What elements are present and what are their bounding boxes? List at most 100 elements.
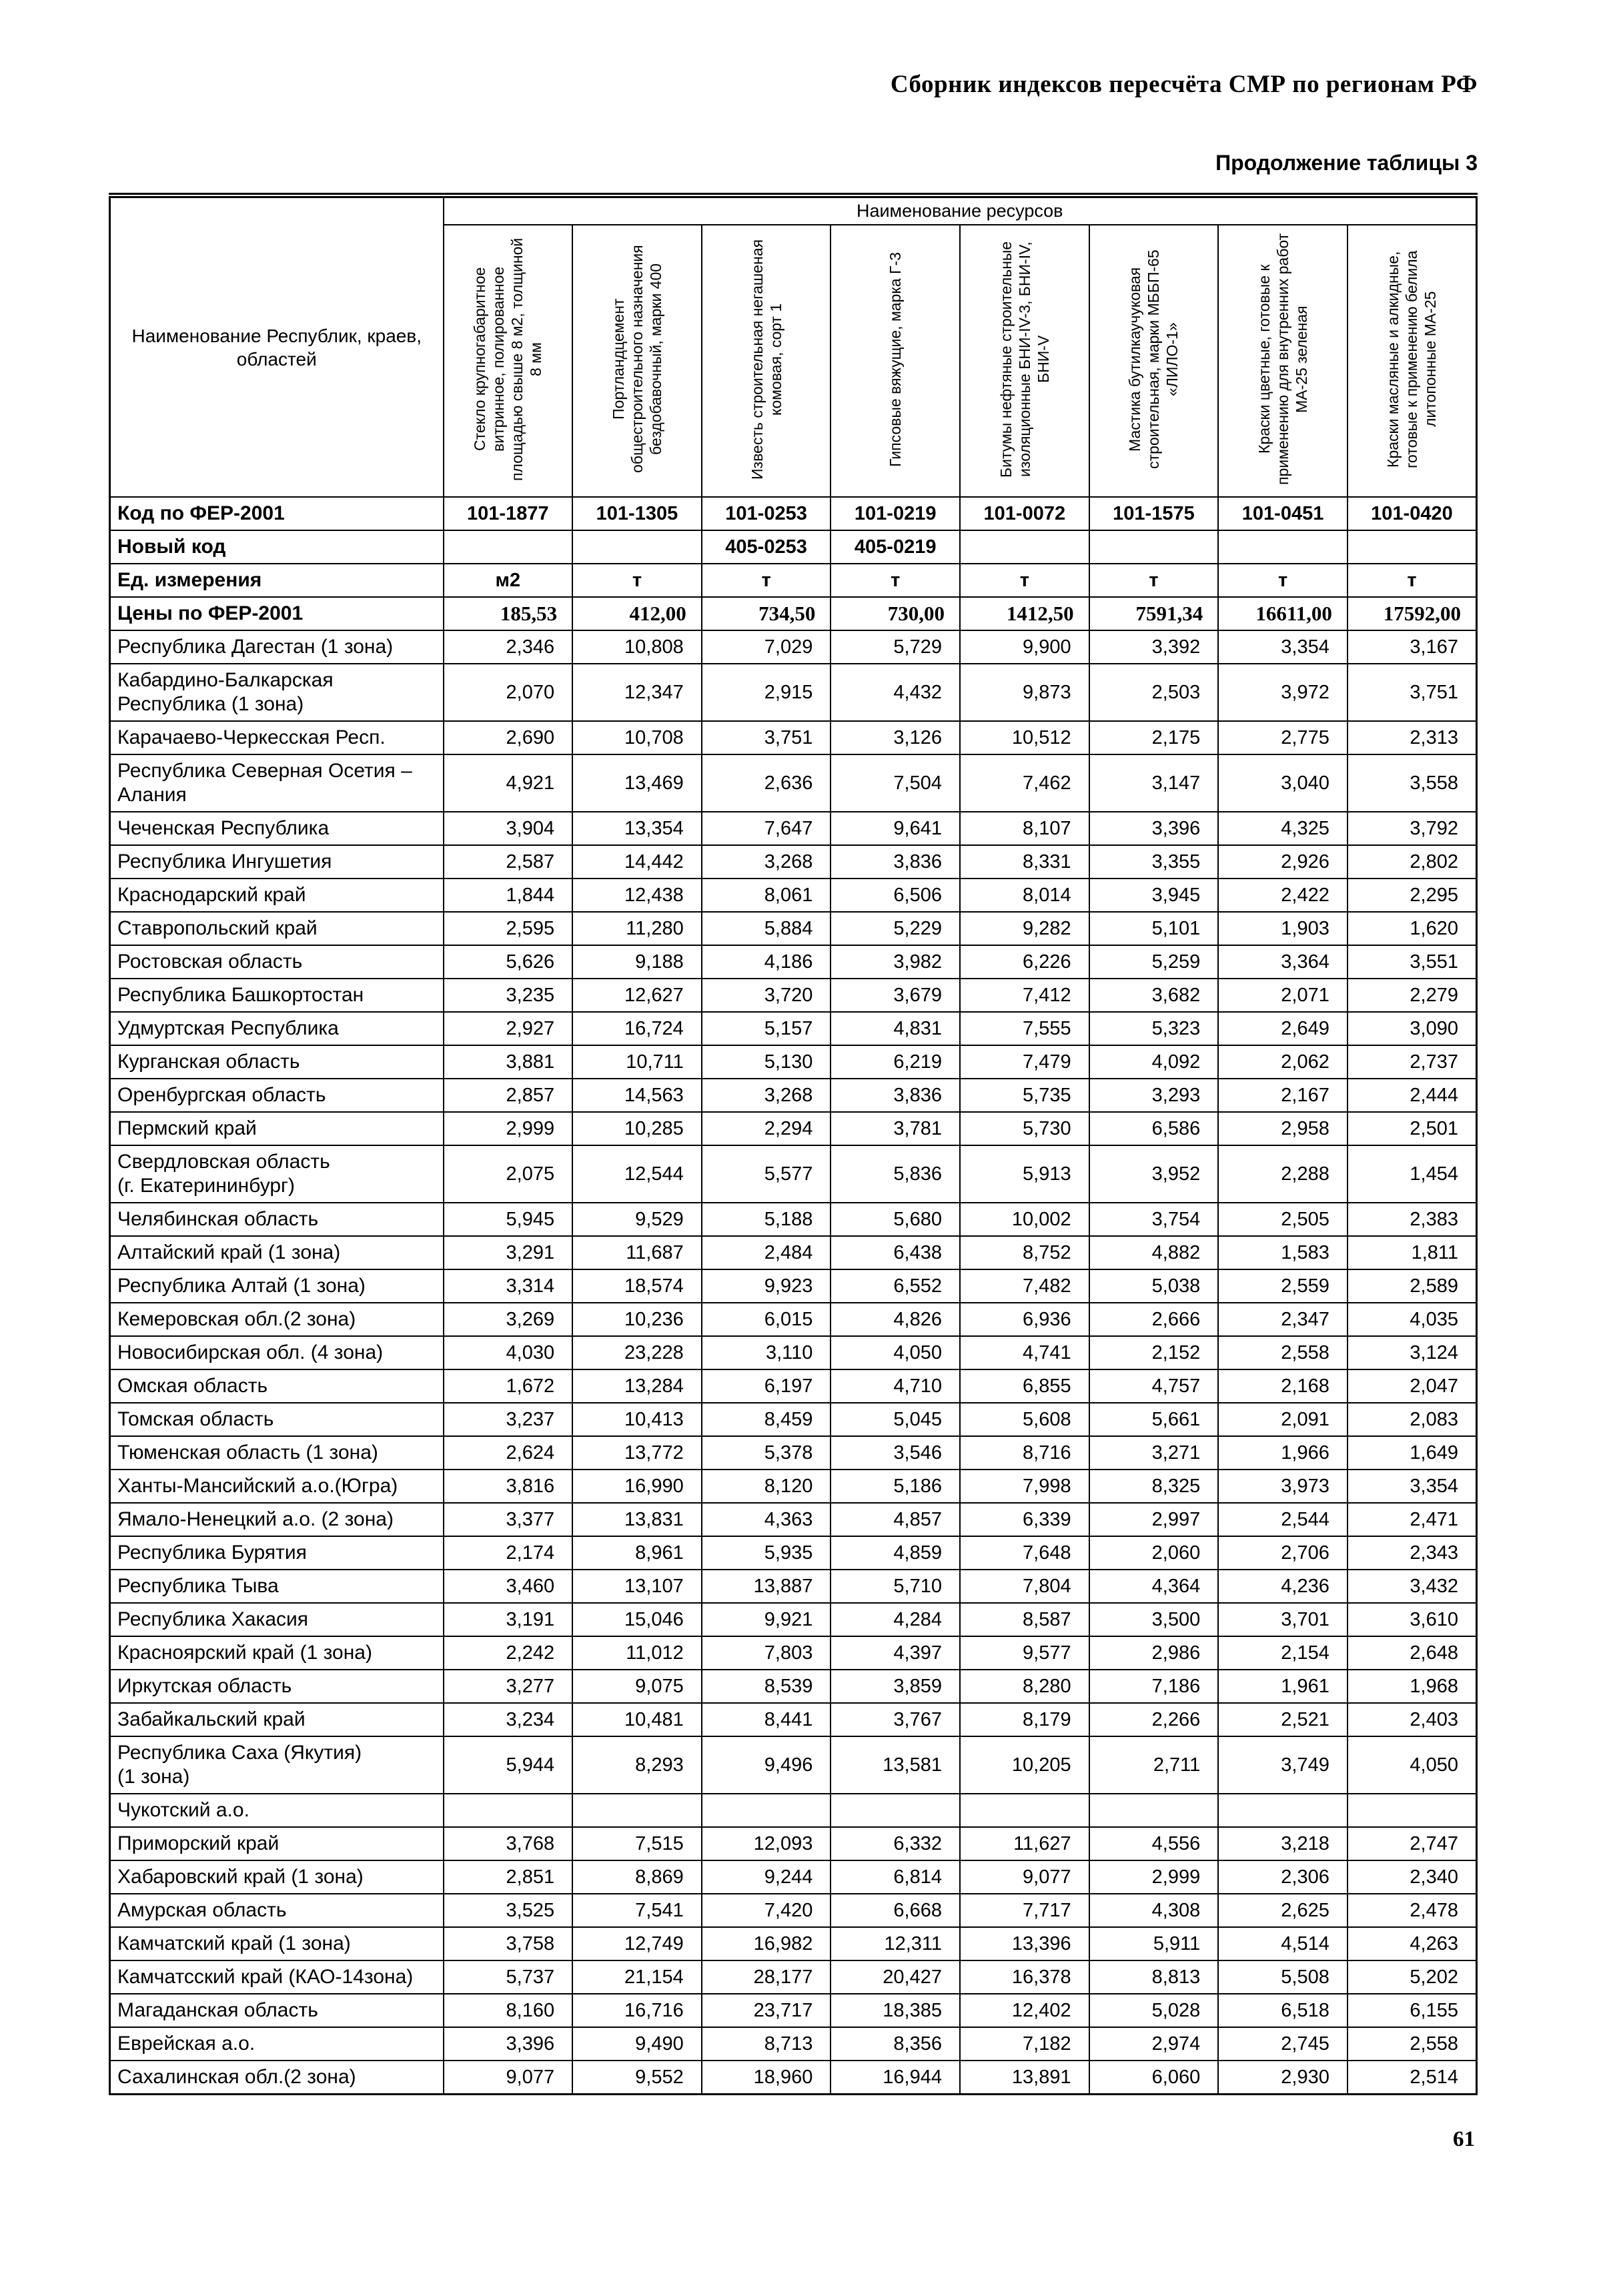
value-cell: 16,944 xyxy=(830,2060,961,2095)
value-cell: 2,062 xyxy=(1217,1045,1348,1079)
value-cell: 2,444 xyxy=(1346,1078,1478,1113)
value-cell: 2,167 xyxy=(1217,1078,1348,1113)
value-cell xyxy=(442,1793,574,1828)
value-cell: 1,966 xyxy=(1217,1436,1348,1470)
value-cell: 9,282 xyxy=(959,911,1090,946)
value-cell: 4,432 xyxy=(830,663,961,722)
value-cell: 2,484 xyxy=(700,1235,832,1270)
value-cell: 3,460 xyxy=(442,1569,574,1604)
value-cell: 412,00 xyxy=(572,596,702,631)
value-cell: 7,647 xyxy=(700,811,832,846)
value-cell: 2,501 xyxy=(1346,1111,1478,1146)
value-cell: 2,999 xyxy=(1088,1860,1219,1894)
resources-header: Наименование ресурсов xyxy=(442,195,1478,225)
value-cell: 5,188 xyxy=(700,1202,832,1237)
table-row-label: Карачаево-Черкесская Респ. xyxy=(109,720,444,755)
value-cell: 2,083 xyxy=(1346,1402,1478,1437)
value-cell xyxy=(1217,1793,1348,1828)
value-cell: 1412,50 xyxy=(959,596,1090,631)
value-cell: 7,717 xyxy=(959,1893,1090,1928)
value-cell: т xyxy=(1217,563,1348,598)
value-cell: т xyxy=(700,563,832,598)
value-cell: 2,294 xyxy=(700,1111,832,1146)
value-cell: 2,690 xyxy=(442,720,574,755)
value-cell: 2,060 xyxy=(1088,1536,1219,1570)
value-cell: м2 xyxy=(442,563,574,598)
column-header-text: Краски масляные и алкидные, готовые к пр… xyxy=(1384,250,1440,468)
column-header-3: Известь строительная негашеная комовая, … xyxy=(700,224,832,498)
table-row: Республика Ингушетия 2,587 14,442 3,268 3,83… xyxy=(109,844,1478,879)
value-cell: 3,972 xyxy=(1217,663,1348,722)
table-row: Кабардино-Балкарская Республика (1 зона)… xyxy=(109,663,1478,722)
table-row-label: Оренбургская область xyxy=(109,1078,444,1113)
value-cell: 12,749 xyxy=(572,1926,702,1961)
value-cell: 3,758 xyxy=(442,1926,574,1961)
value-cell: 23,717 xyxy=(700,1993,832,2028)
table-row-label: Республика Северная Осетия – Алания xyxy=(109,754,444,812)
value-cell: 3,167 xyxy=(1346,630,1478,664)
value-cell: 6,936 xyxy=(959,1302,1090,1337)
value-cell: 2,071 xyxy=(1217,978,1348,1013)
table-row-label: Республика Хакасия xyxy=(109,1602,444,1637)
value-cell: 5,229 xyxy=(830,911,961,946)
value-cell: 2,168 xyxy=(1217,1369,1348,1403)
value-cell: 4,882 xyxy=(1088,1235,1219,1270)
value-cell: 2,711 xyxy=(1088,1736,1219,1794)
value-cell: т xyxy=(1088,563,1219,598)
value-cell: 6,197 xyxy=(700,1369,832,1403)
value-cell: т xyxy=(959,563,1090,598)
table-row: Оренбургская область 2,857 14,563 3,268 3,83… xyxy=(109,1078,1478,1113)
table-row: Красноярский край (1 зона) 2,242 11,012 7,8… xyxy=(109,1636,1478,1670)
value-cell: 2,930 xyxy=(1217,2060,1348,2095)
value-cell: 1,454 xyxy=(1346,1145,1478,1203)
value-cell: 2,471 xyxy=(1346,1502,1478,1537)
value-cell: 5,045 xyxy=(830,1402,961,1437)
value-cell: 2,802 xyxy=(1346,844,1478,879)
value-cell: 5,202 xyxy=(1346,1960,1478,1994)
value-cell: 101-0420 xyxy=(1346,496,1478,531)
table-row: Чеченская Республика 3,904 13,354 7,647 9,64… xyxy=(109,811,1478,846)
value-cell: 4,050 xyxy=(1346,1736,1478,1794)
value-cell: 10,236 xyxy=(572,1302,702,1337)
meta-row-label: Новый код xyxy=(109,530,444,564)
meta-row: Код по ФЕР-2001 101-1877 101-1305 101-0253 1… xyxy=(109,496,1478,531)
value-cell: 101-1575 xyxy=(1088,496,1219,531)
value-cell: 5,186 xyxy=(830,1469,961,1504)
value-cell: 2,313 xyxy=(1346,720,1478,755)
table-row-label: Хабаровский край (1 зона) xyxy=(109,1860,444,1894)
value-cell: 9,188 xyxy=(572,945,702,979)
value-cell: 5,729 xyxy=(830,630,961,664)
value-cell: 2,152 xyxy=(1088,1335,1219,1370)
value-cell: 10,481 xyxy=(572,1702,702,1737)
value-cell: 3,269 xyxy=(442,1302,574,1337)
column-header-7: Краски цветные, готовые к применению для… xyxy=(1217,224,1348,498)
table-row-label: Республика Ингушетия xyxy=(109,844,444,879)
table-row: Чукотский а.о. xyxy=(109,1793,1478,1828)
table-row-label: Сахалинская обл.(2 зона) xyxy=(109,2060,444,2095)
value-cell: 6,552 xyxy=(830,1269,961,1303)
value-cell: 3,271 xyxy=(1088,1436,1219,1470)
column-header-text: Стекло крупногабаритное витринное, полир… xyxy=(471,237,545,481)
value-cell: 4,859 xyxy=(830,1536,961,1570)
value-cell: 5,378 xyxy=(700,1436,832,1470)
value-cell: 1,583 xyxy=(1217,1235,1348,1270)
value-cell: 2,403 xyxy=(1346,1702,1478,1737)
value-cell: 4,831 xyxy=(830,1011,961,1046)
value-cell: 6,219 xyxy=(830,1045,961,1079)
value-cell: 5,913 xyxy=(959,1145,1090,1203)
value-cell: 8,869 xyxy=(572,1860,702,1894)
table-row: Хабаровский край (1 зона) 2,851 8,869 9,244… xyxy=(109,1860,1478,1894)
value-cell: 8,716 xyxy=(959,1436,1090,1470)
table-row-label: Ямало-Ненецкий а.о. (2 зона) xyxy=(109,1502,444,1537)
value-cell: 4,263 xyxy=(1346,1926,1478,1961)
table-row: Краснодарский край 1,844 12,438 8,061 6,506 8… xyxy=(109,878,1478,913)
value-cell: 3,558 xyxy=(1346,754,1478,812)
value-cell: 2,915 xyxy=(700,663,832,722)
resources-header-row: Наименование Республик, краев, областей … xyxy=(109,195,1478,498)
value-cell xyxy=(959,1793,1090,1828)
value-cell: 16,716 xyxy=(572,1993,702,2028)
table-row: Республика Хакасия 3,191 15,046 9,921 4,284 8… xyxy=(109,1602,1478,1637)
value-cell: 2,521 xyxy=(1217,1702,1348,1737)
value-cell: 7,412 xyxy=(959,978,1090,1013)
column-header-text: Портландцемент общестроительного назначе… xyxy=(609,245,664,474)
